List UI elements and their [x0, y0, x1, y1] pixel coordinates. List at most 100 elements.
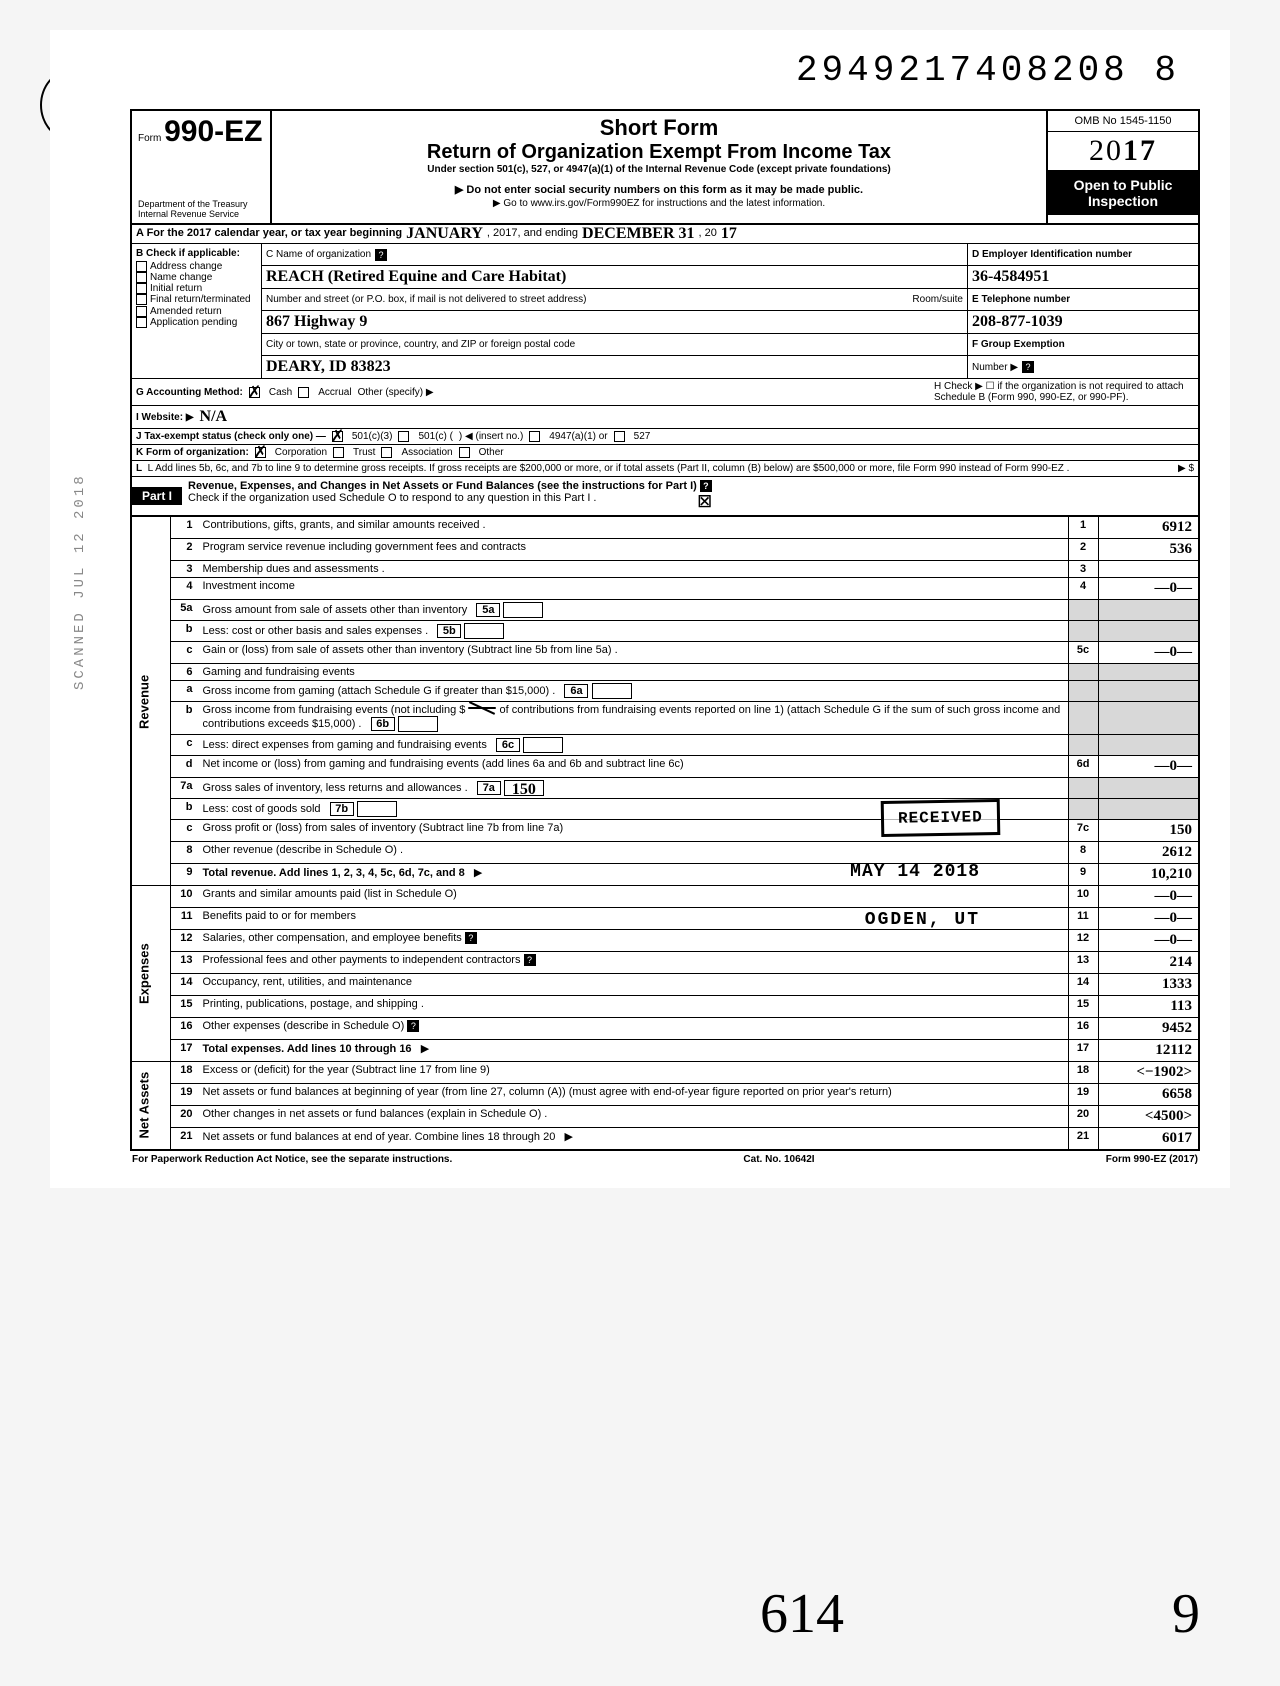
header-right: OMB No 1545-1150 2017 Open to Public Ins…	[1048, 111, 1198, 223]
line-11-amt: —0—	[1098, 908, 1198, 930]
line-9-amt: 10,210	[1098, 864, 1198, 886]
line-6c-text: Less: direct expenses from gaming and fu…	[203, 739, 487, 751]
goto-url: ▶ Go to www.irs.gov/Form990EZ for instru…	[278, 198, 1040, 209]
help-icon: ?	[465, 932, 477, 944]
omb-number: OMB No 1545-1150	[1048, 111, 1198, 132]
lbl-corp: Corporation	[275, 447, 327, 458]
ein-label: D Employer Identification number	[968, 244, 1198, 266]
line-4-text: Investment income	[199, 578, 1069, 600]
line-a: A For the 2017 calendar year, or tax yea…	[132, 225, 1198, 244]
line-1-text: Contributions, gifts, grants, and simila…	[199, 517, 1069, 539]
lbl-501c3: 501(c)(3)	[352, 431, 393, 442]
chk-other-org[interactable]	[459, 447, 470, 458]
line-16-text: Other expenses (describe in Schedule O)	[203, 1020, 405, 1032]
strike-icon	[468, 707, 496, 709]
chk-4947[interactable]	[529, 431, 540, 442]
line-2-text: Program service revenue including govern…	[199, 539, 1069, 561]
line-14-text: Occupancy, rent, utilities, and maintena…	[199, 974, 1069, 996]
chk-initial[interactable]	[136, 283, 147, 294]
line-9-text: Total revenue. Add lines 1, 2, 3, 4, 5c,…	[203, 867, 465, 879]
lbl-4947: 4947(a)(1) or	[549, 431, 607, 442]
line-a-label: A For the 2017 calendar year, or tax yea…	[136, 227, 402, 239]
line-6b-inner	[398, 716, 438, 732]
part-1-header: Part I Revenue, Expenses, and Changes in…	[132, 476, 1198, 516]
line-5b-inner	[464, 623, 504, 639]
chk-corp[interactable]: ✗	[255, 447, 266, 458]
part-1-sub: Check if the organization used Schedule …	[188, 492, 596, 504]
form-prefix: Form	[138, 133, 161, 144]
chk-amended[interactable]	[136, 306, 147, 317]
chk-pending[interactable]	[136, 317, 147, 328]
page-footer: For Paperwork Reduction Act Notice, see …	[130, 1151, 1200, 1168]
header-middle: Short Form Return of Organization Exempt…	[272, 111, 1048, 223]
lbl-final: Final return/terminated	[150, 295, 251, 306]
chk-accrual[interactable]	[298, 387, 309, 398]
line-6d-text: Net income or (loss) from gaming and fun…	[199, 756, 1069, 778]
lbl-accrual: Accrual	[318, 387, 351, 398]
line-15-text: Printing, publications, postage, and shi…	[199, 996, 1069, 1018]
line-6b-text: Gross income from fundraising events (no…	[203, 704, 466, 716]
footer-cat: Cat. No. 10642I	[743, 1154, 814, 1165]
chk-527[interactable]	[614, 431, 625, 442]
handwritten-9: 9	[1172, 1582, 1200, 1646]
chk-501c[interactable]	[398, 431, 409, 442]
lbl-trust: Trust	[353, 447, 375, 458]
line-10-amt: —0—	[1098, 886, 1198, 908]
line-8-amt: 2612	[1098, 842, 1198, 864]
line-19-amt: 6658	[1098, 1084, 1198, 1106]
line-5c-amt: —0—	[1098, 642, 1198, 664]
form-page: 2949217408208 8 Form 990-EZ Department o…	[50, 30, 1230, 1188]
lbl-pending: Application pending	[150, 317, 237, 328]
org-address: 867 Highway 9	[266, 313, 367, 331]
tax-year-end: DECEMBER 31	[582, 225, 694, 243]
line-15-amt: 113	[1098, 996, 1198, 1018]
help-icon: ?	[407, 1020, 419, 1032]
part-1-label: Part I	[132, 487, 182, 505]
chk-cash[interactable]: ✗	[249, 387, 260, 398]
col-d: D Employer Identification number 36-4584…	[968, 244, 1198, 378]
lbl-527: 527	[634, 431, 651, 442]
line-4-amt: —0—	[1098, 578, 1198, 600]
line-5a-text: Gross amount from sale of assets other t…	[203, 604, 468, 616]
website-value: N/A	[200, 408, 228, 426]
line-16-amt: 9452	[1098, 1018, 1198, 1040]
lbl-amended: Amended return	[150, 306, 222, 317]
received-stamp: RECEIVED	[881, 799, 1000, 837]
line-6c-inner	[523, 737, 563, 753]
chk-trust[interactable]	[333, 447, 344, 458]
line-7b-text: Less: cost of goods sold	[203, 803, 321, 815]
lbl-insert: ) ◀ (insert no.)	[459, 431, 523, 442]
chk-final[interactable]	[136, 294, 147, 305]
line-13-amt: 214	[1098, 952, 1198, 974]
line-6-text: Gaming and fundraising events	[199, 664, 1069, 681]
tel-label: E Telephone number	[968, 289, 1198, 311]
tax-year-begin: JANUARY	[406, 225, 483, 243]
lbl-cash: Cash	[269, 387, 292, 398]
chk-501c3[interactable]: ✗	[332, 431, 343, 442]
line-k: K Form of organization:	[136, 447, 249, 458]
line-20-amt: <4500>	[1098, 1106, 1198, 1128]
tax-year-val: 17	[721, 225, 737, 243]
line-l: L Add lines 5b, 6c, and 7b to line 9 to …	[148, 463, 1070, 474]
line-18-text: Excess or (deficit) for the year (Subtra…	[199, 1062, 1069, 1084]
chk-assoc[interactable]	[381, 447, 392, 458]
line-7c-amt: 150	[1098, 820, 1198, 842]
line-h: H Check ▶ ☐ if the organization is not r…	[934, 381, 1194, 403]
title-short-form: Short Form	[278, 115, 1040, 141]
line-i: I Website: ▶	[136, 412, 194, 423]
form-number: 990-EZ	[164, 115, 262, 148]
subtitle: Under section 501(c), 527, or 4947(a)(1)…	[278, 164, 1040, 175]
line-7b-inner	[357, 801, 397, 817]
form-header: Form 990-EZ Department of the Treasury I…	[132, 111, 1198, 225]
lines-table: Revenue 1Contributions, gifts, grants, a…	[132, 516, 1198, 1149]
help-icon: ?	[375, 249, 387, 261]
chk-address[interactable]	[136, 261, 147, 272]
part-1-title: Revenue, Expenses, and Changes in Net As…	[188, 480, 697, 492]
line-13-text: Professional fees and other payments to …	[203, 954, 521, 966]
org-city: DEARY, ID 83823	[266, 358, 391, 376]
chk-name[interactable]	[136, 272, 147, 283]
received-date-stamp: MAY 14 2018	[850, 862, 980, 882]
line-7a-inner: 150	[504, 780, 544, 796]
line-21-text: Net assets or fund balances at end of ye…	[203, 1131, 556, 1143]
line-20-text: Other changes in net assets or fund bala…	[199, 1106, 1069, 1128]
